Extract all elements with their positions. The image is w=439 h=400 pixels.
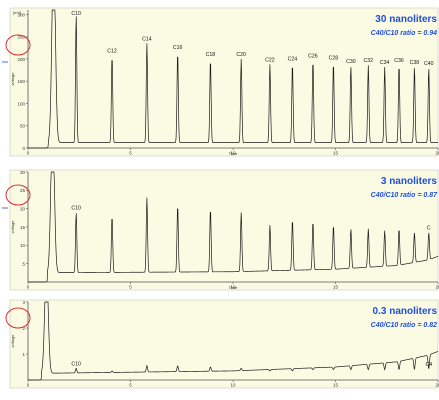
y-tick-label: 1 [22,352,25,357]
peak-label: C18 [206,52,216,58]
y-tick-label: 15 [20,225,26,230]
chart-panel-3: 1 2 3 0 5 10 15 20 voltage C10 C4 0.3 nanoliters C40… [5,299,439,389]
scale-highlight-circle [5,184,31,206]
peak-label: C28 [329,56,339,62]
x-axis-label: Time [229,285,239,290]
peak-label: C4 [425,362,432,368]
peak-label: C22 [265,57,275,63]
y-axis-label: voltage [10,220,15,234]
x-tick-label: 20 [435,285,439,290]
plot-background [9,169,439,291]
scale-highlight-circle [5,34,31,56]
x-tick-label: 10 [230,383,236,388]
y-tick-label: 150 [17,79,25,84]
y-tick-label: 30 [20,170,26,175]
x-tick-label: 5 [129,285,132,290]
peak-label: C36 [394,58,404,64]
y-tick-label: 3 [22,300,25,305]
x-tick-label: 15 [333,285,339,290]
y-tick-label: 50 [20,124,26,129]
x-tick-label: 10 [230,151,236,156]
x-tick-label: 10 [230,285,236,290]
y-tick-label: 25 [20,188,26,193]
chromatogram-trace [28,9,438,149]
chromatogram-trace [28,301,439,381]
x-tick-label: 0 [27,285,30,290]
plot-background [9,299,439,389]
x-axis-label: Time [229,151,239,156]
y-tick-label: 300 [17,12,25,17]
y-tick-label: 250 [17,35,25,40]
chart-title: 0.3 nanoliters [373,306,438,317]
x-tick-label: 5 [129,383,132,388]
x-tick-label: 15 [333,151,339,156]
peak-label: C26 [308,53,318,59]
x-tick-label: 0 [27,151,30,156]
peak-label: C14 [142,36,152,42]
chart-title: 30 nanoliters [375,14,437,25]
y-tick-label: 5 [22,261,25,266]
y-tick-label: 10 [20,243,26,248]
peak-label: C24 [288,56,298,62]
peak-label: C32 [364,58,374,64]
y-axis-label: voltage [10,72,15,86]
peak-label: C30 [346,59,356,65]
y-tick-label: 100 [17,101,25,106]
peak-label: C10 [71,361,81,367]
y-axis-label: voltage [10,334,15,348]
y-tick-label: 2 [22,326,25,331]
x-tick-label: 15 [333,383,339,388]
y-tick-label: 200 [17,57,25,62]
peak-label: C40 [424,61,434,67]
ratio-annotation: C40/C10 ratio = 0.94 [371,30,437,37]
chart-panel-2: 5 10 15 20 25 30 0 5 10 15 20 Time voltage C10 C 3 nano… [5,169,439,291]
x-tick-label: 0 [27,383,30,388]
peak-label: C12 [107,48,117,54]
x-tick-label: 5 [129,151,132,156]
peak-label: C16 [173,45,183,51]
ratio-annotation: C40/C10 ratio = 0.87 [371,192,438,199]
chromatogram-trace [28,171,439,283]
chart-panel-1: 0 50 100 150 200 250 300 0 5 10 15 20 Time voltage [mV… [5,7,439,157]
peak-label: C34 [380,60,390,66]
peak-label: C20 [236,52,246,58]
x-tick-label: 20 [435,383,439,388]
peak-label: C10 [71,205,81,211]
peak-label: C38 [410,60,420,66]
peak-label: C [427,226,431,232]
peak-label: C10 [71,11,81,17]
y-unit-label: [mV] [13,10,21,15]
y-tick-label: 0 [22,146,25,151]
x-tick-label: 20 [435,151,439,156]
scale-highlight-circle [5,307,31,329]
ratio-annotation: C40/C10 ratio = 0.82 [371,322,437,329]
chart-title: 3 nanoliters [381,176,438,187]
y-tick-label: 20 [20,206,26,211]
